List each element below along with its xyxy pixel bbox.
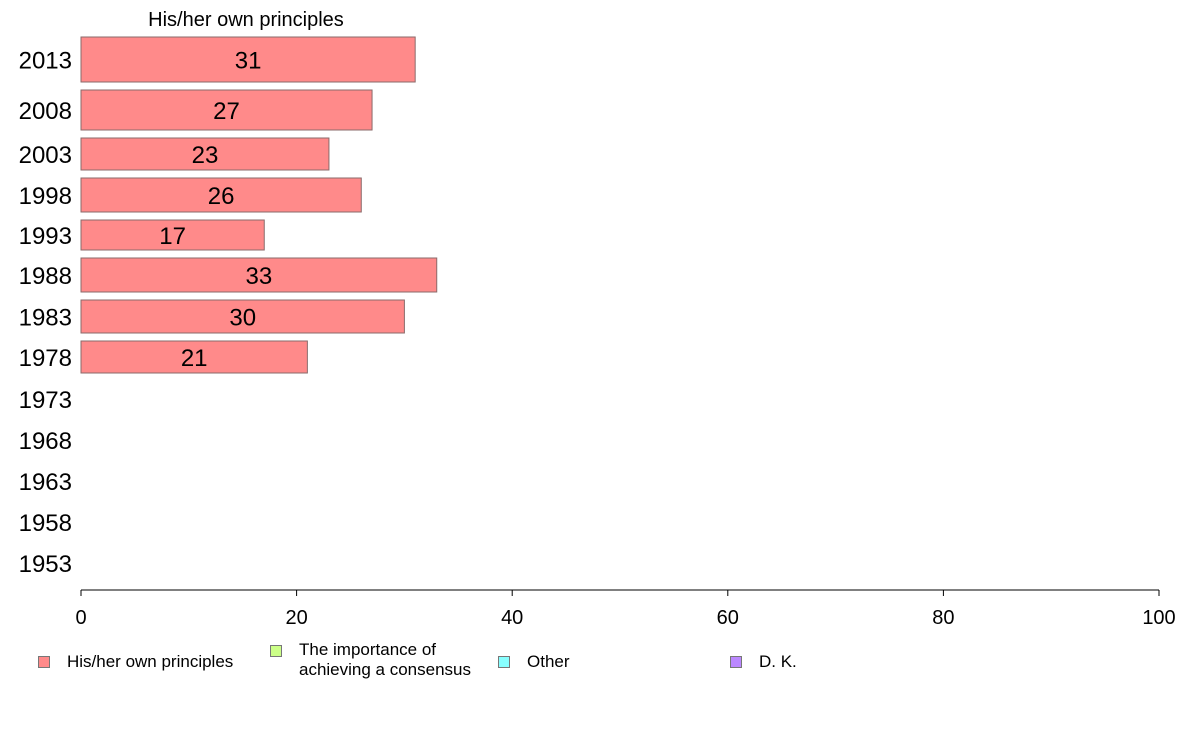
legend-label: Other	[527, 652, 570, 671]
legend-swatch	[38, 656, 50, 668]
x-tick-label: 100	[1142, 607, 1175, 629]
category-label: 1978	[19, 345, 72, 372]
bar	[80, 89, 373, 131]
bar-value-label: 27	[213, 98, 240, 125]
bar	[80, 219, 265, 251]
x-tick-label: 0	[75, 607, 86, 629]
bar	[80, 299, 405, 334]
legend-item-other: Other	[498, 652, 570, 672]
chart-title: His/her own principles	[148, 9, 344, 31]
legend-swatch	[270, 645, 282, 657]
x-tick-label: 20	[285, 607, 307, 629]
bar-value-label: 21	[181, 345, 208, 372]
x-tick-label: 60	[717, 607, 739, 629]
bar	[80, 137, 330, 171]
bar-value-label: 30	[229, 305, 256, 332]
legend-label: The importance of achieving a consensus	[299, 640, 472, 679]
bar-value-label: 31	[235, 48, 262, 75]
category-label: 1998	[19, 183, 72, 210]
category-label: 1993	[19, 223, 72, 250]
x-tick-label: 40	[501, 607, 523, 629]
bar	[80, 340, 308, 374]
legend-swatch	[730, 656, 742, 668]
category-label: 2003	[19, 142, 72, 169]
legend-item-dk: D. K.	[730, 652, 797, 672]
category-label: 1963	[19, 469, 72, 496]
category-label: 1953	[19, 551, 72, 578]
bar-value-label: 17	[159, 223, 186, 250]
category-label: 2013	[19, 48, 72, 75]
legend-item-own-principles: His/her own principles	[38, 652, 233, 672]
x-tick-label: 80	[932, 607, 954, 629]
legend-swatch	[498, 656, 510, 668]
legend-label: His/her own principles	[67, 652, 234, 671]
category-label: 2008	[19, 98, 72, 125]
bar	[80, 257, 438, 293]
value-labels: 31 27 23 26 17 33 30 21	[159, 48, 272, 373]
category-label: 1958	[19, 510, 72, 537]
bar-value-label: 23	[192, 142, 219, 169]
bar	[80, 36, 416, 83]
category-label: 1988	[19, 263, 72, 290]
category-label: 1973	[19, 387, 72, 414]
bars	[80, 36, 438, 374]
bar-value-label: 26	[208, 183, 235, 210]
legend-label: D. K.	[759, 652, 797, 671]
category-labels: 2013 2008 2003 1998 1993 1988 1983 1978 1973 1968…	[19, 48, 72, 579]
bar	[80, 177, 362, 213]
legend-item-consensus: The importance of achieving a consensus	[270, 640, 499, 680]
category-label: 1983	[19, 305, 72, 332]
legend: His/her own principles The importance of…	[38, 640, 1158, 690]
category-label: 1968	[19, 428, 72, 455]
bar-value-label: 33	[246, 263, 273, 290]
bar-chart: His/her own principles 2013 2008 2003 1998 1…	[19, 9, 1176, 629]
x-axis: 0 20 40 60 80 100	[75, 589, 1176, 629]
